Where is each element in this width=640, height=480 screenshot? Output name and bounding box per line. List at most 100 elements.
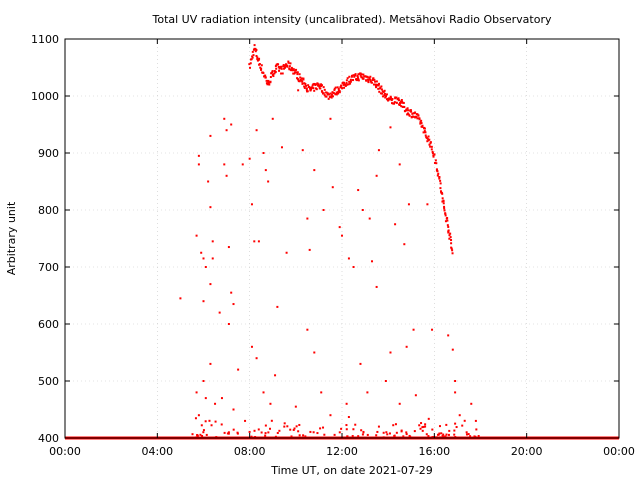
data-point [265, 79, 268, 82]
data-point [434, 159, 437, 162]
data-point [260, 64, 263, 67]
data-point [366, 78, 369, 81]
data-point [338, 90, 341, 93]
data-point [403, 105, 406, 108]
data-point [223, 431, 226, 434]
y-axis-label: Arbitrary unit [5, 201, 18, 275]
data-point [276, 305, 279, 308]
data-point [298, 434, 301, 437]
data-point [333, 87, 336, 90]
data-point [191, 433, 194, 436]
data-point [400, 105, 403, 108]
data-point [202, 257, 205, 260]
data-point [393, 435, 396, 438]
data-point [360, 429, 363, 432]
data-point [400, 429, 403, 432]
data-point [200, 251, 203, 254]
data-point [394, 96, 397, 99]
data-point [255, 48, 258, 51]
data-point [435, 162, 438, 165]
y-tick-label: 700 [38, 261, 59, 274]
data-point [345, 428, 348, 431]
data-point [232, 303, 235, 306]
data-point [433, 161, 436, 164]
data-point [303, 85, 306, 88]
data-point [382, 90, 385, 93]
data-point [262, 71, 265, 74]
data-point [443, 209, 446, 212]
data-point [330, 96, 333, 99]
data-point [292, 428, 295, 431]
data-point [289, 428, 292, 431]
data-point [442, 433, 445, 436]
data-point [269, 402, 272, 405]
data-point [311, 86, 314, 89]
data-point [260, 431, 263, 434]
data-point [283, 425, 286, 428]
data-point [380, 88, 383, 91]
data-point [420, 119, 423, 122]
data-point [414, 111, 417, 114]
data-point [382, 95, 385, 98]
data-point [298, 423, 301, 426]
data-point [287, 61, 290, 64]
data-point [393, 102, 396, 105]
data-point [361, 209, 364, 211]
data-point [340, 84, 343, 87]
data-point [301, 149, 304, 152]
y-tick-label: 400 [38, 432, 59, 445]
data-point [423, 130, 426, 133]
data-point [196, 435, 199, 438]
data-point [223, 163, 226, 166]
data-point [318, 84, 321, 87]
data-point [391, 97, 394, 100]
data-point [439, 182, 442, 185]
data-point [309, 430, 312, 433]
data-point [334, 86, 337, 89]
data-point [312, 431, 315, 434]
data-point [267, 431, 270, 434]
data-point [204, 266, 207, 268]
data-point [305, 87, 308, 90]
data-point [465, 431, 468, 434]
data-point [236, 431, 239, 434]
data-point [453, 429, 456, 432]
data-point [357, 189, 360, 192]
data-point [385, 93, 388, 96]
data-point [300, 77, 303, 80]
data-point [273, 70, 276, 73]
data-point [329, 92, 332, 95]
data-point [446, 224, 449, 227]
data-point [406, 113, 409, 116]
data-point [230, 291, 233, 294]
data-point [194, 417, 197, 420]
data-point [441, 200, 444, 203]
data-point [260, 67, 263, 70]
data-point [255, 54, 258, 57]
data-point [406, 112, 409, 115]
data-point [371, 78, 374, 81]
data-point [338, 431, 341, 434]
data-point [421, 124, 424, 127]
data-point [402, 101, 405, 104]
data-point [388, 98, 391, 101]
x-tick-label: 16:00 [418, 445, 450, 458]
data-point [278, 429, 281, 432]
data-point [426, 140, 429, 143]
data-point [284, 66, 287, 69]
data-point [259, 66, 262, 69]
data-point [380, 85, 383, 88]
data-point [253, 240, 256, 243]
data-point [359, 74, 362, 77]
data-point [451, 252, 454, 255]
data-point [195, 391, 198, 394]
data-point [377, 87, 380, 90]
data-point [372, 77, 375, 80]
data-point [274, 70, 277, 73]
data-point [431, 150, 434, 153]
data-point [288, 65, 291, 68]
data-point [416, 117, 419, 120]
data-point [251, 55, 254, 58]
data-point [299, 76, 302, 79]
data-point [285, 251, 288, 254]
